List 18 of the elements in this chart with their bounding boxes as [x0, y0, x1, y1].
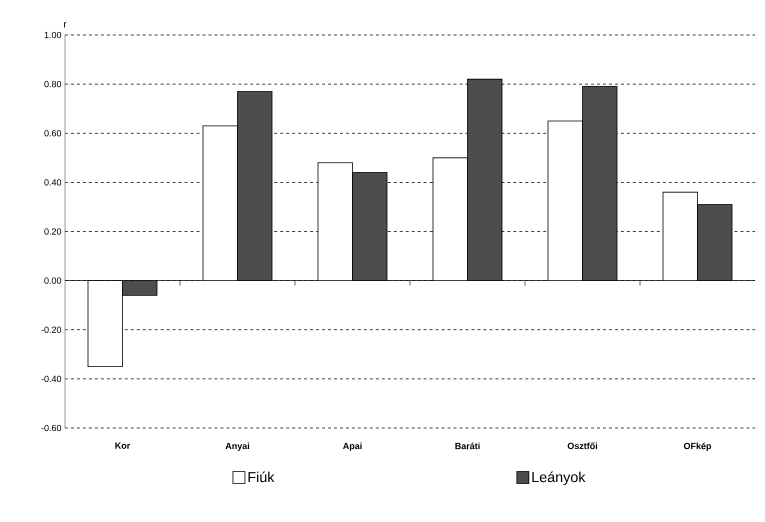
y-tick-label: -0.20 — [41, 326, 62, 333]
y-tick-label: 0.80 — [44, 80, 62, 88]
y-tick-label: 0.20 — [44, 228, 62, 235]
legend-label: Leányok — [532, 471, 586, 486]
x-tick-label: Osztfői — [568, 442, 598, 450]
x-tick-label: OFkép — [684, 442, 712, 451]
y-tick-label: 0.60 — [44, 130, 62, 136]
y-tick-label: 0.40 — [44, 179, 62, 186]
y-tick-label: 1.00 — [44, 32, 62, 38]
y-axis-title: r — [64, 22, 66, 28]
x-tick-label: Kor — [115, 442, 130, 449]
x-tick-label: Apai — [343, 442, 362, 451]
y-tick-label: 0.00 — [44, 277, 62, 284]
y-tick-label: -0.60 — [41, 424, 62, 432]
x-tick-label: Baráti — [455, 442, 480, 450]
y-tick-label: -0.40 — [41, 376, 62, 382]
legend-label: Fiúk — [248, 471, 274, 482]
x-tick-label: Anyai — [226, 442, 250, 451]
